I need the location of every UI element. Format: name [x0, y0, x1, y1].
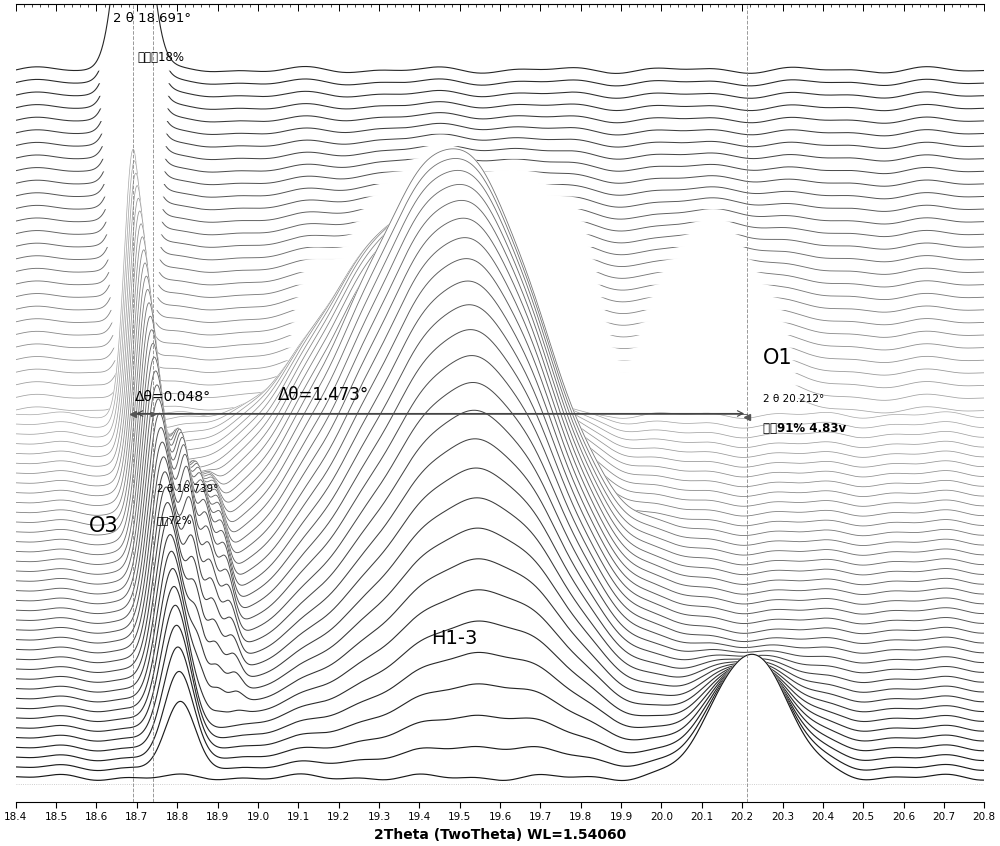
Text: 2 θ 18.739°: 2 θ 18.739°	[157, 484, 218, 494]
Text: 脱锃91% 4.83v: 脱锃91% 4.83v	[763, 421, 846, 435]
Text: O1: O1	[763, 348, 793, 368]
Text: O3: O3	[88, 516, 118, 536]
Text: Δθ=0.048°: Δθ=0.048°	[135, 390, 211, 404]
Text: 回嵌锃18%: 回嵌锃18%	[137, 51, 184, 63]
X-axis label: 2Theta (TwoTheta) WL=1.54060: 2Theta (TwoTheta) WL=1.54060	[374, 828, 626, 842]
Text: Δθ=1.473°: Δθ=1.473°	[278, 387, 369, 404]
Text: 2 θ 18.691°: 2 θ 18.691°	[113, 12, 191, 25]
Text: 2 θ 20.212°: 2 θ 20.212°	[763, 394, 824, 404]
Text: 脱锃72%: 脱锃72%	[157, 515, 192, 525]
Text: H1-3: H1-3	[431, 629, 478, 648]
